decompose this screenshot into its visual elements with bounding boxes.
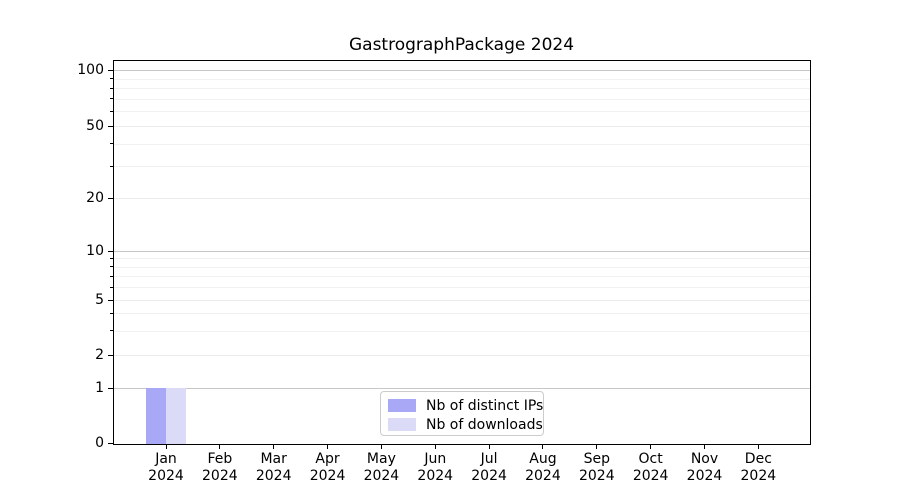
legend-item-distinct-ips: Nb of distinct IPs bbox=[388, 396, 543, 415]
legend-swatch-distinct-ips bbox=[388, 399, 416, 412]
x-tick-label-apr: Apr 2024 bbox=[300, 451, 356, 485]
x-tick-mark-aug bbox=[542, 444, 544, 449]
y-tick-label-0: 0 bbox=[95, 435, 104, 451]
legend-label-distinct-ips: Nb of distinct IPs bbox=[426, 397, 544, 414]
y-tick-label-10: 10 bbox=[86, 243, 104, 259]
x-tick-year-mar: 2024 bbox=[255, 468, 292, 484]
x-tick-label-oct: Oct 2024 bbox=[623, 451, 679, 485]
x-tick-mark-nov bbox=[704, 444, 705, 449]
y-minor-tick-mark-7 bbox=[110, 275, 113, 277]
plot-area bbox=[113, 60, 811, 445]
x-tick-label-feb: Feb 2024 bbox=[192, 451, 248, 485]
y-minor-tick-mark-80 bbox=[110, 87, 113, 89]
legend-swatch-downloads bbox=[388, 418, 416, 431]
x-tick-mark-may bbox=[380, 444, 382, 449]
x-tick-mark-feb bbox=[219, 444, 221, 449]
x-tick-year-nov: 2024 bbox=[686, 468, 723, 484]
x-tick-year-aug: 2024 bbox=[525, 468, 561, 484]
y-tick-mark-20 bbox=[108, 197, 113, 199]
x-tick-label-jul: Jul 2024 bbox=[461, 451, 517, 485]
x-tick-mark-apr bbox=[327, 444, 329, 449]
x-tick-year-oct: 2024 bbox=[632, 468, 669, 484]
y-minor-tick-mark-3 bbox=[110, 330, 113, 332]
y-tick-label-20: 20 bbox=[86, 190, 104, 206]
plot-canvas bbox=[114, 70, 810, 444]
y-minor-tick-mark-90 bbox=[110, 78, 113, 79]
y-tick-label-100: 100 bbox=[77, 62, 104, 78]
x-tick-year-apr: 2024 bbox=[309, 468, 346, 484]
bar-nb-of-downloads-jan bbox=[166, 388, 186, 444]
bar-nb-of-distinct-ips-jan bbox=[146, 388, 166, 444]
x-tick-label-sep: Sep 2024 bbox=[569, 451, 625, 485]
x-tick-year-may: 2024 bbox=[363, 468, 400, 484]
y-tick-mark-2 bbox=[108, 354, 113, 356]
x-tick-label-aug: Aug 2024 bbox=[515, 451, 571, 485]
x-tick-label-jun: Jun 2024 bbox=[407, 451, 463, 485]
y-tick-label-50: 50 bbox=[86, 118, 104, 134]
x-tick-year-jan: 2024 bbox=[148, 468, 184, 484]
y-minor-tick-mark-30 bbox=[110, 165, 113, 167]
legend-label-downloads: Nb of downloads bbox=[426, 416, 543, 433]
x-tick-year-jun: 2024 bbox=[417, 468, 454, 484]
x-tick-mark-jan bbox=[165, 444, 167, 449]
y-minor-tick-mark-70 bbox=[110, 98, 113, 100]
x-tick-mark-mar bbox=[273, 444, 275, 449]
x-tick-year-sep: 2024 bbox=[578, 468, 615, 484]
y-minor-tick-mark-9 bbox=[110, 257, 113, 259]
y-tick-mark-100 bbox=[108, 69, 113, 71]
x-tick-mark-oct bbox=[650, 444, 652, 449]
y-minor-tick-mark-4 bbox=[110, 312, 113, 314]
y-minor-tick-mark-60 bbox=[110, 110, 113, 112]
x-tick-label-jan: Jan 2024 bbox=[138, 451, 194, 485]
y-minor-tick-mark-8 bbox=[110, 266, 113, 268]
x-tick-label-nov: Nov 2024 bbox=[677, 451, 733, 485]
x-tick-label-may: May 2024 bbox=[353, 451, 409, 485]
y-tick-label-5: 5 bbox=[95, 292, 104, 308]
x-tick-mark-dec bbox=[757, 444, 759, 449]
legend-item-downloads: Nb of downloads bbox=[388, 415, 543, 434]
x-tick-year-dec: 2024 bbox=[740, 468, 777, 484]
y-tick-label-2: 2 bbox=[95, 347, 104, 363]
y-minor-tick-mark-6 bbox=[110, 286, 113, 288]
chart-title: GastrographPackage 2024 bbox=[348, 35, 575, 55]
x-tick-year-jul: 2024 bbox=[471, 468, 507, 484]
legend: Nb of distinct IPs Nb of downloads bbox=[380, 391, 544, 436]
x-tick-mark-jun bbox=[434, 444, 436, 449]
x-tick-label-dec: Dec 2024 bbox=[730, 451, 786, 485]
y-tick-mark-0 bbox=[108, 442, 113, 444]
x-tick-mark-sep bbox=[596, 444, 598, 449]
y-tick-label-1: 1 bbox=[95, 380, 104, 396]
x-tick-label-mar: Mar 2024 bbox=[246, 451, 302, 485]
x-tick-year-feb: 2024 bbox=[202, 468, 238, 484]
y-tick-mark-50 bbox=[108, 125, 113, 127]
y-tick-mark-1 bbox=[108, 387, 113, 389]
y-minor-tick-mark-40 bbox=[110, 143, 113, 145]
y-tick-mark-5 bbox=[108, 299, 113, 301]
x-tick-mark-jul bbox=[488, 444, 490, 449]
y-tick-mark-10 bbox=[108, 250, 113, 252]
